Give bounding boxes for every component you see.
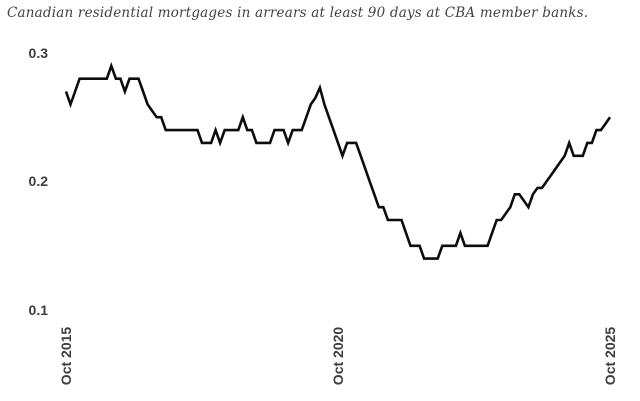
x-axis-tick-oct-2015: Oct 2015 [58,326,74,386]
chart-title: Canadian residential mortgages in arrear… [7,5,589,21]
y-axis-tick-0.3: 0.3 [28,45,48,61]
arrears-line-series [64,62,612,260]
y-axis-tick-0.2: 0.2 [28,173,48,189]
x-axis-tick-oct-2025: Oct 2025 [602,326,618,386]
y-axis-tick-0.1: 0.1 [28,302,48,318]
x-axis-tick-oct-2020: Oct 2020 [330,326,346,386]
